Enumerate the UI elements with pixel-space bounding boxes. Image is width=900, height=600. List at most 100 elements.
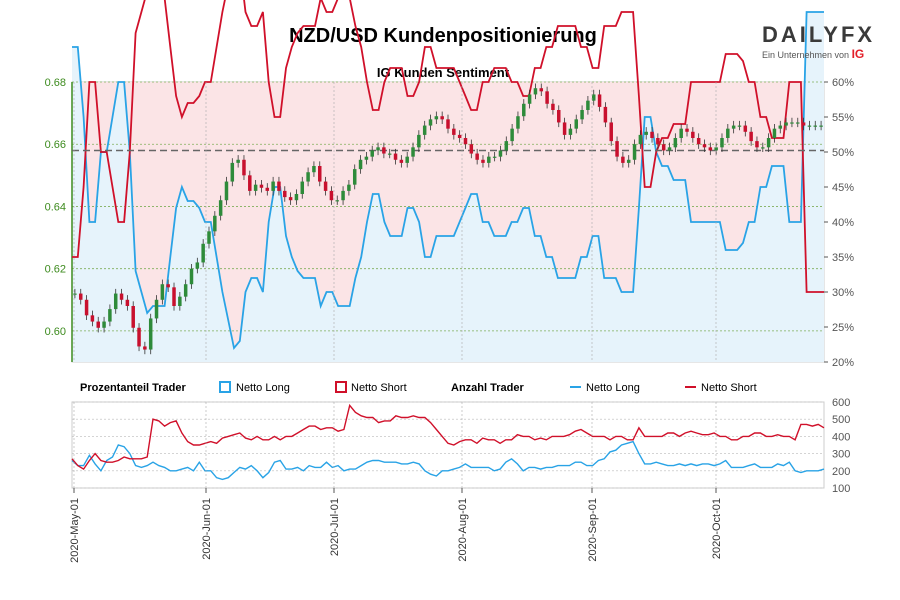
candle-body <box>417 134 421 148</box>
candle-body <box>108 309 112 322</box>
candle-body <box>487 156 491 163</box>
legend-count-short-label: Netto Short <box>701 382 757 394</box>
candle-body <box>259 184 264 188</box>
logo-subtitle-text: Ein Unternehmen von <box>762 50 850 60</box>
candle-body <box>195 262 200 269</box>
candle-body <box>341 190 345 201</box>
candle-body <box>784 122 788 126</box>
candle-body <box>591 94 596 101</box>
candle-body <box>78 293 83 300</box>
count-y-tick-label: 300 <box>832 449 850 461</box>
y-left-tick-label: 0.60 <box>45 326 66 338</box>
series-line-netto-long <box>72 11 824 351</box>
candle-body <box>172 287 176 306</box>
candle-body <box>452 128 456 135</box>
candle-body <box>387 153 392 155</box>
candle-body <box>318 166 322 182</box>
candle-body <box>207 231 211 244</box>
candle-body <box>382 147 386 154</box>
count-y-tick-label: 400 <box>832 431 850 443</box>
candle-body <box>586 100 590 110</box>
candle-body <box>84 299 89 316</box>
candle-body <box>230 162 235 182</box>
candle-body <box>621 156 625 163</box>
candle-body <box>679 128 683 138</box>
logo-subtitle: Ein Unternehmen von IG <box>762 47 864 61</box>
logo-wordmark: DAILYFX <box>762 22 876 47</box>
candle-body <box>708 147 713 151</box>
candle-body <box>475 153 479 160</box>
candle-body <box>691 131 695 138</box>
y-right-tick-label: 55% <box>832 112 854 124</box>
candle-body <box>761 147 765 149</box>
candle-body <box>201 243 205 263</box>
candle-body <box>96 321 100 328</box>
candle-body <box>253 184 258 191</box>
candle-body <box>766 138 771 148</box>
x-tick-label: 2020-Oct-01 <box>711 498 723 559</box>
candle-body <box>533 88 538 95</box>
candle-body <box>562 122 567 135</box>
candle-body <box>557 110 561 123</box>
candle-body <box>224 181 229 201</box>
y-left-tick-label: 0.62 <box>45 264 66 276</box>
y-right-tick-label: 35% <box>832 252 854 264</box>
candle-body <box>242 159 246 176</box>
candle-body <box>661 144 666 151</box>
legend-short-label: Netto Short <box>351 382 407 394</box>
candle-body <box>609 122 613 142</box>
y-left-tick-label: 0.64 <box>45 201 66 213</box>
subplot-title: IG Kunden Sentiment <box>377 65 510 80</box>
candle-body <box>446 119 450 129</box>
candle-body <box>364 156 369 160</box>
legend: Prozentanteil Trader Netto Long Netto Sh… <box>80 381 757 394</box>
count-y-tick-label: 100 <box>832 483 850 495</box>
legend-long-label: Netto Long <box>236 382 290 394</box>
y-left-tick-label: 0.66 <box>45 139 66 151</box>
y-right-tick-label: 20% <box>832 357 854 369</box>
candle-body <box>399 159 404 163</box>
x-axis: 2020-May-01 2020-Jun-01 2020-Jul-01 2020-Au… <box>69 488 723 563</box>
legend-short-box <box>335 381 347 393</box>
candle-body <box>113 293 118 310</box>
candle-body <box>702 144 707 148</box>
candle-body <box>772 128 777 138</box>
count-y-tick-label: 600 <box>832 397 850 409</box>
candle-body <box>422 125 427 135</box>
candle-body <box>796 122 800 124</box>
candle-body <box>667 147 672 151</box>
dailyfx-logo: DAILYFX Ein Unternehmen von IG <box>762 22 872 62</box>
chart-title: NZD/USD Kundenpositionierung <box>289 25 597 47</box>
candle-body <box>428 119 433 126</box>
candle-body <box>819 125 823 127</box>
candle-body <box>545 91 549 104</box>
candle-body <box>405 156 409 163</box>
x-tick-label: 2020-May-01 <box>69 498 81 563</box>
candle-body <box>498 150 503 157</box>
candle-body <box>154 299 159 319</box>
y-right-tick-label: 30% <box>832 287 854 299</box>
candle-body <box>656 138 660 145</box>
candle-body <box>358 159 363 170</box>
candle-body <box>638 134 643 145</box>
candle-body <box>603 106 608 123</box>
candle-body <box>323 181 328 191</box>
candle-body <box>755 141 759 148</box>
candle-body <box>335 200 339 202</box>
candle-body <box>411 147 415 157</box>
candle-body <box>131 306 135 328</box>
candle-body <box>300 181 305 194</box>
x-tick-label: 2020-Sep-01 <box>587 498 599 562</box>
candle-body <box>73 293 77 295</box>
candle-body <box>137 327 141 347</box>
candle-body <box>178 296 182 306</box>
candle-body <box>626 159 631 163</box>
candle-body <box>580 110 584 120</box>
candle-body <box>306 172 310 182</box>
candle-body <box>481 159 485 163</box>
candle-body <box>516 116 520 129</box>
y-right-tick-label: 50% <box>832 147 854 159</box>
count-plot-area <box>71 401 825 489</box>
candle-body <box>277 181 281 191</box>
